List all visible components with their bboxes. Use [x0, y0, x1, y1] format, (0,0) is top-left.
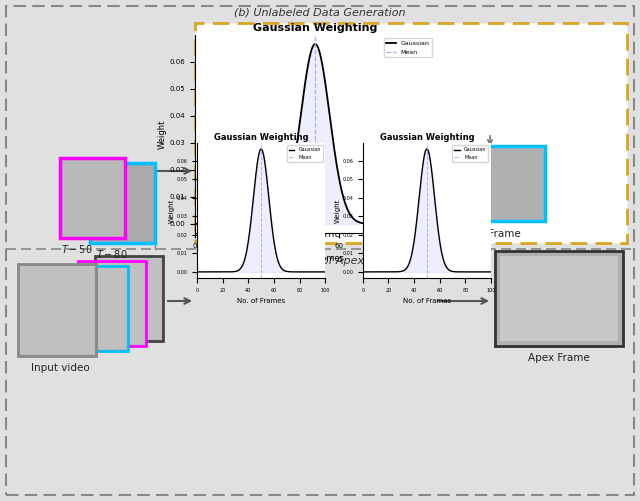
Bar	[495, 251, 623, 346]
Gaussian	[429, 174, 436, 180]
Text: (b) Unlabeled Data Generation: (b) Unlabeled Data Generation	[234, 7, 406, 17]
Title: Gaussian Weighting: Gaussian Weighting	[214, 133, 308, 142]
Text: Input video: Input video	[31, 363, 90, 373]
Text: $T-50$: $T-50$	[61, 243, 93, 255]
Gaussian	[435, 236, 443, 242]
Gaussian	[311, 41, 319, 47]
Text: Apex Frame: Apex Frame	[279, 229, 341, 239]
Gaussian	[426, 221, 434, 227]
X-axis label: No. of Frames: No. of Frames	[237, 298, 285, 304]
Gaussian	[298, 269, 306, 275]
FancyBboxPatch shape	[6, 6, 634, 495]
Gaussian	[255, 152, 262, 158]
Text: Apex Frame: Apex Frame	[528, 353, 590, 363]
Gaussian	[191, 221, 199, 227]
Gaussian	[431, 221, 439, 227]
Gaussian	[420, 156, 428, 162]
Text: $T-80$: $T-80$	[96, 248, 128, 260]
X-axis label: No. of Framas: No. of Framas	[403, 298, 451, 304]
Gaussian	[423, 146, 431, 152]
Bar	[20, 266, 94, 354]
Text: (a) Generation of Apex Frame: (a) Generation of Apex Frame	[237, 256, 403, 266]
Bar	[18, 264, 96, 356]
Gaussian	[263, 174, 271, 180]
Bar	[97, 258, 161, 339]
Bar	[90, 163, 155, 243]
Gaussian	[321, 269, 329, 275]
Gaussian	[193, 269, 201, 275]
Gaussian	[420, 152, 428, 158]
Y-axis label: Weight: Weight	[335, 198, 341, 222]
Line: Gaussian: Gaussian	[195, 44, 435, 224]
Text: Apex Frame: Apex Frame	[459, 229, 521, 239]
Bar	[95, 256, 163, 341]
Gaussian	[487, 269, 495, 275]
Gaussian	[322, 82, 330, 88]
Bar	[78, 261, 146, 346]
Gaussian	[359, 269, 367, 275]
Bar	[62, 268, 126, 349]
Legend: Gaussian, Mean: Gaussian, Mean	[452, 145, 488, 161]
Gaussian	[305, 56, 313, 62]
Legend: Gaussian, Mean: Gaussian, Mean	[287, 145, 323, 161]
Bar	[500, 256, 618, 341]
Bar	[60, 266, 128, 351]
Y-axis label: Weight: Weight	[169, 198, 175, 222]
Legend: Gaussian, Mean: Gaussian, Mean	[384, 38, 432, 58]
Bar	[435, 146, 545, 221]
Gaussian	[484, 269, 492, 275]
Bar	[255, 146, 365, 221]
Gaussian	[319, 269, 326, 275]
Gaussian	[269, 236, 277, 242]
Gaussian	[464, 269, 472, 275]
Gaussian	[257, 146, 265, 152]
X-axis label: No. of Frames: No. of Frames	[286, 254, 344, 263]
Gaussian	[254, 156, 262, 162]
Gaussian	[388, 221, 396, 227]
Bar	[80, 263, 144, 344]
Gaussian	[335, 172, 342, 178]
Title: Gaussian Weighting: Gaussian Weighting	[380, 133, 474, 142]
FancyBboxPatch shape	[195, 23, 627, 243]
Bar	[60, 158, 125, 238]
Title: Gaussian Weighting: Gaussian Weighting	[253, 23, 378, 33]
Y-axis label: Weight: Weight	[158, 119, 167, 149]
Line: Gaussian: Gaussian	[197, 149, 325, 272]
Line: Gaussian: Gaussian	[363, 149, 491, 272]
Gaussian	[307, 50, 314, 56]
